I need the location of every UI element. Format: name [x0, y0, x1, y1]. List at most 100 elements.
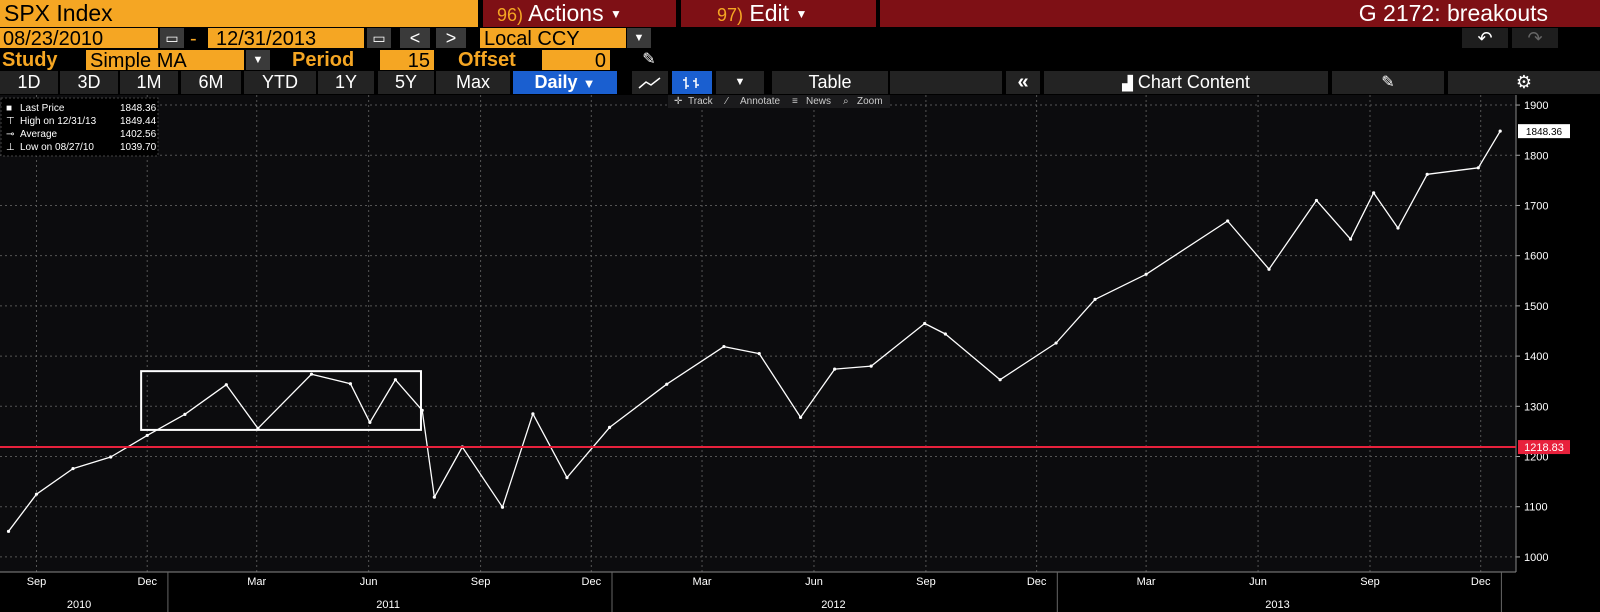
period-input[interactable]: 15 — [380, 50, 434, 70]
y-tick-label: 1100 — [1524, 502, 1548, 514]
tab-period-1d[interactable]: 1D — [0, 71, 58, 94]
security-field[interactable]: SPX Index — [0, 0, 478, 27]
track-icon[interactable]: ✛ — [674, 96, 682, 107]
annotate-icon[interactable]: ⁄ — [723, 96, 729, 107]
legend-value: 1848.36 — [120, 103, 157, 114]
price-point — [923, 321, 927, 326]
price-series-line — [7, 130, 1501, 532]
price-point — [256, 426, 260, 430]
breakout-level-label: 1218.83 — [1524, 442, 1564, 454]
y-tick-label: 1300 — [1524, 401, 1548, 413]
zoom-icon[interactable]: ⌕ — [843, 96, 849, 107]
toolbar-zoom-button[interactable]: Zoom — [857, 96, 883, 107]
tab-period-1y[interactable]: 1Y — [318, 71, 374, 94]
x-tick-label: Jun — [1249, 576, 1267, 588]
plot-area — [0, 95, 1516, 572]
price-chart[interactable]: Sep Dec Mar Jun Sep Dec Mar Jun Sep Dec Mar Jun Sep D… — [0, 95, 1600, 612]
line-chart-icon[interactable] — [632, 71, 668, 94]
currency-value: Local CCY — [484, 28, 580, 48]
price-point — [432, 495, 436, 499]
tab-period-1m[interactable]: 1M — [120, 71, 178, 94]
chevron-down-icon[interactable]: ▼ — [627, 28, 651, 48]
chevron-down-icon[interactable]: ▼ — [716, 71, 764, 94]
title-bar: SPX Index 96) Actions ▼ 97) Edit ▼ G 217… — [0, 0, 1600, 27]
pencil-icon[interactable]: ✎ — [642, 51, 656, 68]
toolbar-spacer — [890, 71, 1002, 94]
price-point — [833, 367, 837, 371]
tab-period-3d[interactable]: 3D — [60, 71, 118, 94]
chevron-down-icon: ▼ — [795, 7, 808, 22]
chart-mini-toolbar: ✛ Track ⁄ Annotate ≡ News ⌕ Zoom — [668, 95, 890, 108]
price-point — [869, 364, 873, 368]
y-tick-label: 1900 — [1524, 100, 1548, 112]
chart-content-button[interactable]: ▟ Chart Content — [1044, 71, 1328, 94]
x-tick-label: Mar — [693, 576, 712, 588]
edit-menu-number: 97) — [717, 5, 744, 25]
gear-icon[interactable]: ⚙ — [1448, 71, 1600, 94]
breakout-range-box — [140, 370, 422, 431]
price-point — [665, 382, 669, 386]
collapse-icon[interactable]: « — [1006, 71, 1040, 94]
x-tick-label: Sep — [1360, 576, 1380, 588]
price-point — [565, 476, 569, 480]
y-tick-label: 1700 — [1524, 200, 1548, 212]
currency-select[interactable]: Local CCY — [480, 28, 626, 48]
x-axis: Sep Dec Mar Jun Sep Dec Mar Jun Sep Dec Mar Jun Sep D… — [0, 571, 1516, 612]
offset-input[interactable]: 0 — [542, 50, 610, 70]
table-button[interactable]: Table — [772, 71, 888, 94]
undo-icon[interactable]: ↶ — [1462, 28, 1508, 48]
function-title: G 2172: breakouts — [1358, 0, 1548, 26]
redo-icon[interactable]: ↷ — [1512, 28, 1558, 48]
price-point — [1054, 341, 1058, 345]
price-point — [1372, 191, 1376, 195]
price-point — [1348, 237, 1353, 241]
last-price-label: 1848.36 — [1526, 127, 1563, 138]
end-date-value: 12/31/2013 — [216, 28, 317, 48]
price-point — [309, 372, 314, 376]
start-date-field[interactable]: 08/23/2010 — [0, 28, 158, 48]
last-price-tag: 1848.36 — [1518, 124, 1570, 139]
toolbar-annotate-button[interactable]: Annotate — [740, 96, 780, 107]
y-tick-label: 1600 — [1524, 251, 1548, 263]
price-point — [109, 455, 113, 459]
x-tick-label: Dec — [582, 576, 602, 588]
price-point — [183, 412, 187, 416]
study-label: Study — [2, 49, 58, 71]
calendar-icon[interactable]: ▭ — [367, 28, 391, 48]
legend-label: Low on 08/27/10 — [20, 142, 94, 153]
frequency-value: Daily — [534, 72, 578, 92]
security-name: SPX Index — [4, 0, 113, 26]
calendar-icon[interactable]: ▭ — [160, 28, 184, 48]
chevron-down-icon: ▼ — [609, 7, 622, 22]
frequency-select[interactable]: Daily ▼ — [513, 71, 617, 94]
price-point — [224, 383, 228, 387]
news-icon[interactable]: ≡ — [792, 96, 798, 107]
bar-chart-icon[interactable] — [672, 71, 712, 94]
edit-chart-icon[interactable]: ✎ — [1332, 71, 1444, 94]
year-label: 2013 — [1265, 599, 1289, 611]
toolbar-track-button[interactable]: Track — [688, 96, 714, 107]
price-point — [71, 466, 75, 471]
price-point — [420, 408, 424, 412]
tab-period-ytd[interactable]: YTD — [244, 71, 316, 94]
price-point — [998, 378, 1002, 382]
chart-content-label: Chart Content — [1137, 72, 1250, 92]
edit-menu[interactable]: 97) Edit ▼ — [681, 0, 876, 27]
actions-menu[interactable]: 96) Actions ▼ — [483, 0, 676, 27]
tab-period-5y[interactable]: 5Y — [378, 71, 434, 94]
tab-period-max[interactable]: Max — [436, 71, 510, 94]
x-tick-label: Sep — [27, 576, 47, 588]
end-date-field[interactable]: 12/31/2013 — [208, 28, 364, 48]
x-tick-label: Sep — [471, 576, 491, 588]
tab-period-6m[interactable]: 6M — [181, 71, 241, 94]
x-tick-label: Dec — [1471, 576, 1491, 588]
price-point — [145, 433, 149, 438]
next-range-button[interactable]: > — [436, 28, 466, 48]
year-label: 2010 — [67, 599, 91, 611]
previous-range-button[interactable]: < — [400, 28, 430, 48]
price-point — [1226, 219, 1230, 223]
chevron-down-icon[interactable]: ▼ — [246, 50, 270, 70]
price-point — [6, 529, 11, 533]
toolbar-news-button[interactable]: News — [806, 96, 831, 107]
study-select[interactable]: Simple MA — [86, 50, 244, 70]
